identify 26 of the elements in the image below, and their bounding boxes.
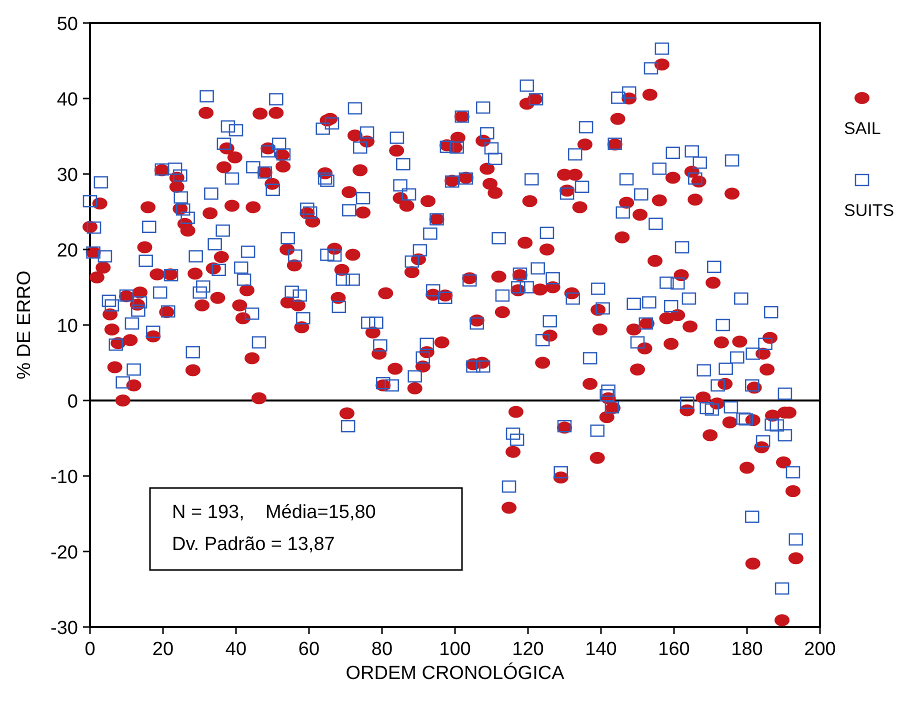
- x-tick-label: 0: [84, 639, 96, 660]
- annotation: Dv. Padrão = 13,87: [172, 534, 335, 555]
- legend-label: SUITS: [844, 201, 894, 220]
- x-tick-label: 200: [804, 639, 836, 660]
- y-tick-label: 0: [67, 392, 78, 412]
- x-tick-label: 140: [585, 639, 617, 660]
- x-tick-label: 160: [658, 639, 690, 660]
- y-tick-label: -20: [50, 542, 78, 564]
- y-tick-label: -30: [50, 618, 78, 639]
- x-tick-label: 40: [225, 639, 247, 660]
- x-tick-label: 80: [371, 639, 393, 660]
- y-tick-label: 20: [56, 240, 78, 262]
- y-tick-label: 10: [56, 316, 78, 337]
- x-axis-title: ORDEM CRONOLÓGICA: [346, 662, 565, 684]
- y-axis-title: % DE ERRO: [14, 270, 35, 380]
- y-tick-label: -10: [50, 467, 78, 488]
- x-tick-label: 20: [152, 639, 174, 660]
- x-tick-label: 120: [512, 639, 544, 660]
- y-tick-label: 40: [56, 90, 78, 110]
- y-tick-label: 30: [56, 165, 78, 186]
- legend-label: SAIL: [844, 119, 881, 138]
- x-tick-label: 180: [731, 639, 763, 660]
- y-tick-label: 50: [56, 14, 78, 35]
- x-tick-label: 60: [298, 639, 320, 660]
- annotation: N = 193, Média=15,80: [172, 502, 376, 523]
- x-tick-label: 100: [439, 639, 471, 660]
